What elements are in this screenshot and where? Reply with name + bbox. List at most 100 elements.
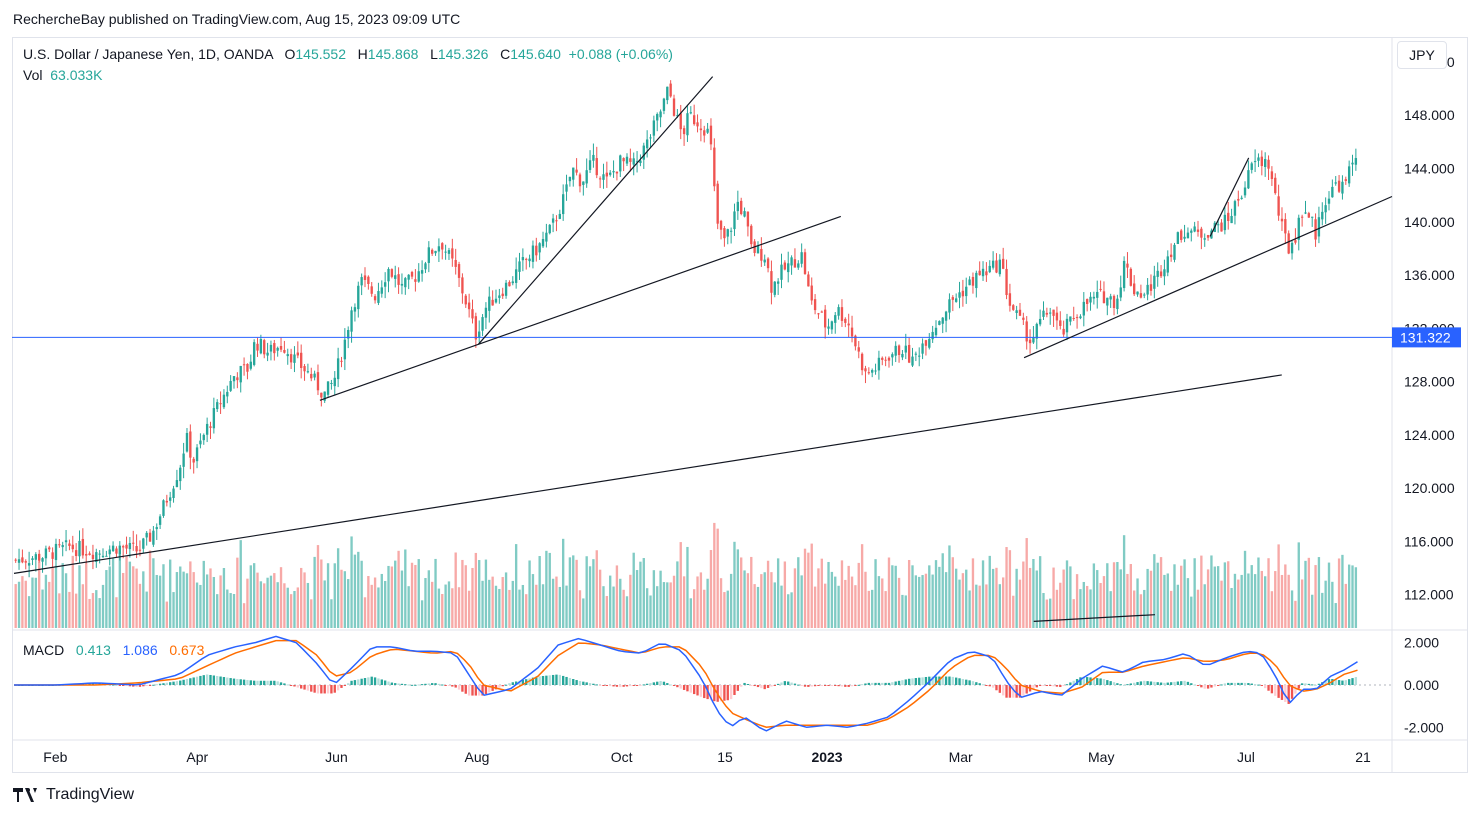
macd-histogram-bar bbox=[390, 682, 394, 685]
volume-bar bbox=[1119, 569, 1122, 628]
volume-bar bbox=[951, 557, 954, 628]
macd-histogram-bar bbox=[447, 685, 451, 686]
volume-bar bbox=[635, 570, 639, 628]
candle-body bbox=[111, 545, 115, 552]
macd-histogram-bar bbox=[975, 682, 978, 685]
volume-bar bbox=[1280, 574, 1284, 628]
tradingview-footer[interactable]: TradingView bbox=[13, 786, 134, 804]
volume-bar bbox=[676, 561, 679, 628]
volume-bar bbox=[864, 571, 867, 628]
candle-body bbox=[834, 315, 837, 323]
candle-body bbox=[1082, 301, 1085, 316]
macd-histogram-bar bbox=[568, 677, 572, 685]
volume-bar bbox=[303, 572, 306, 628]
candle-body bbox=[622, 158, 625, 162]
candle-body bbox=[807, 274, 810, 287]
volume-bar bbox=[837, 585, 840, 628]
volume-bar bbox=[823, 583, 827, 628]
macd-histogram-bar bbox=[1264, 685, 1267, 689]
volume-bar bbox=[1304, 560, 1307, 628]
candle-body bbox=[514, 269, 518, 283]
macd-histogram-bar bbox=[877, 682, 881, 685]
macd-histogram-bar bbox=[252, 680, 256, 685]
macd-histogram-bar bbox=[934, 676, 938, 685]
candle-body bbox=[1277, 196, 1280, 216]
macd-histogram-bar bbox=[283, 683, 286, 685]
candle-body bbox=[867, 372, 871, 374]
volume-bar bbox=[390, 566, 394, 628]
macd-histogram-bar bbox=[189, 678, 192, 685]
candle-body bbox=[538, 243, 541, 253]
volume-bar bbox=[61, 563, 64, 628]
macd-histogram-bar bbox=[904, 679, 907, 685]
macd-histogram-bar bbox=[884, 682, 887, 685]
candle-body bbox=[1012, 305, 1015, 310]
candle-body bbox=[605, 172, 609, 177]
macd-histogram-bar bbox=[988, 685, 991, 687]
macd-histogram-bar bbox=[918, 677, 921, 685]
candle-body bbox=[541, 239, 545, 247]
candle-body bbox=[1237, 198, 1240, 201]
candle-body bbox=[740, 200, 743, 215]
macd-histogram-bar bbox=[1190, 683, 1193, 685]
macd-histogram-bar bbox=[128, 685, 132, 687]
macd-histogram-bar bbox=[320, 685, 323, 694]
volume-bar bbox=[357, 551, 360, 628]
volume-bar bbox=[1038, 556, 1042, 628]
macd-histogram-bar bbox=[1257, 684, 1260, 686]
candle-body bbox=[101, 555, 105, 557]
candle-body bbox=[632, 158, 635, 165]
macd-histogram-bar bbox=[793, 683, 797, 685]
volume-bar bbox=[625, 596, 629, 628]
macd-legend: MACD 0.413 1.086 0.673 bbox=[23, 642, 205, 658]
volume-bar bbox=[1203, 584, 1206, 628]
candle-body bbox=[1324, 205, 1327, 213]
candle-body bbox=[928, 338, 931, 348]
candle-body bbox=[645, 139, 649, 149]
volume-bar bbox=[1082, 581, 1085, 628]
volume-bar bbox=[545, 550, 548, 628]
volume-bar bbox=[535, 584, 538, 628]
volume-bar bbox=[343, 571, 347, 628]
candle-body bbox=[263, 340, 266, 355]
volume-bar bbox=[185, 573, 189, 628]
macd-histogram-bar bbox=[457, 685, 461, 690]
macd-histogram-bar bbox=[924, 676, 928, 685]
candle-body bbox=[1334, 182, 1337, 184]
volume-bar bbox=[723, 592, 726, 628]
candle-body bbox=[871, 370, 874, 373]
candle-body bbox=[236, 377, 239, 381]
candle-body bbox=[142, 538, 145, 549]
candle-body bbox=[508, 281, 511, 287]
macd-histogram-bar bbox=[424, 683, 427, 685]
volume-bar bbox=[770, 572, 773, 628]
candle-body bbox=[481, 317, 484, 331]
candle-body bbox=[205, 423, 209, 435]
macd-histogram-bar bbox=[175, 681, 179, 685]
candle-body bbox=[155, 527, 158, 530]
candle-body bbox=[642, 145, 645, 160]
candle-body bbox=[1331, 186, 1334, 198]
volume-bar bbox=[316, 545, 320, 628]
macd-histogram-bar bbox=[1159, 682, 1163, 685]
candle-body bbox=[266, 352, 269, 356]
candle-body bbox=[1075, 317, 1079, 319]
candle-body bbox=[585, 170, 588, 184]
macd-histogram-bar bbox=[1133, 682, 1136, 685]
horizontal-level-tag bbox=[1392, 327, 1461, 348]
candle-body bbox=[68, 543, 71, 546]
volume-bar bbox=[1213, 566, 1216, 628]
currency-button[interactable]: JPY bbox=[1397, 41, 1447, 69]
volume-bar bbox=[981, 560, 985, 628]
candle-body bbox=[692, 115, 696, 125]
volume-bar bbox=[787, 594, 790, 628]
volume-bar bbox=[790, 592, 793, 628]
macd-histogram-bar bbox=[1200, 685, 1203, 688]
candle-body bbox=[437, 246, 441, 252]
candle-body bbox=[138, 549, 142, 551]
volume-bar bbox=[252, 563, 256, 628]
macd-histogram-bar bbox=[585, 682, 588, 685]
macd-histogram-bar bbox=[437, 683, 441, 685]
volume-bar bbox=[34, 577, 38, 628]
